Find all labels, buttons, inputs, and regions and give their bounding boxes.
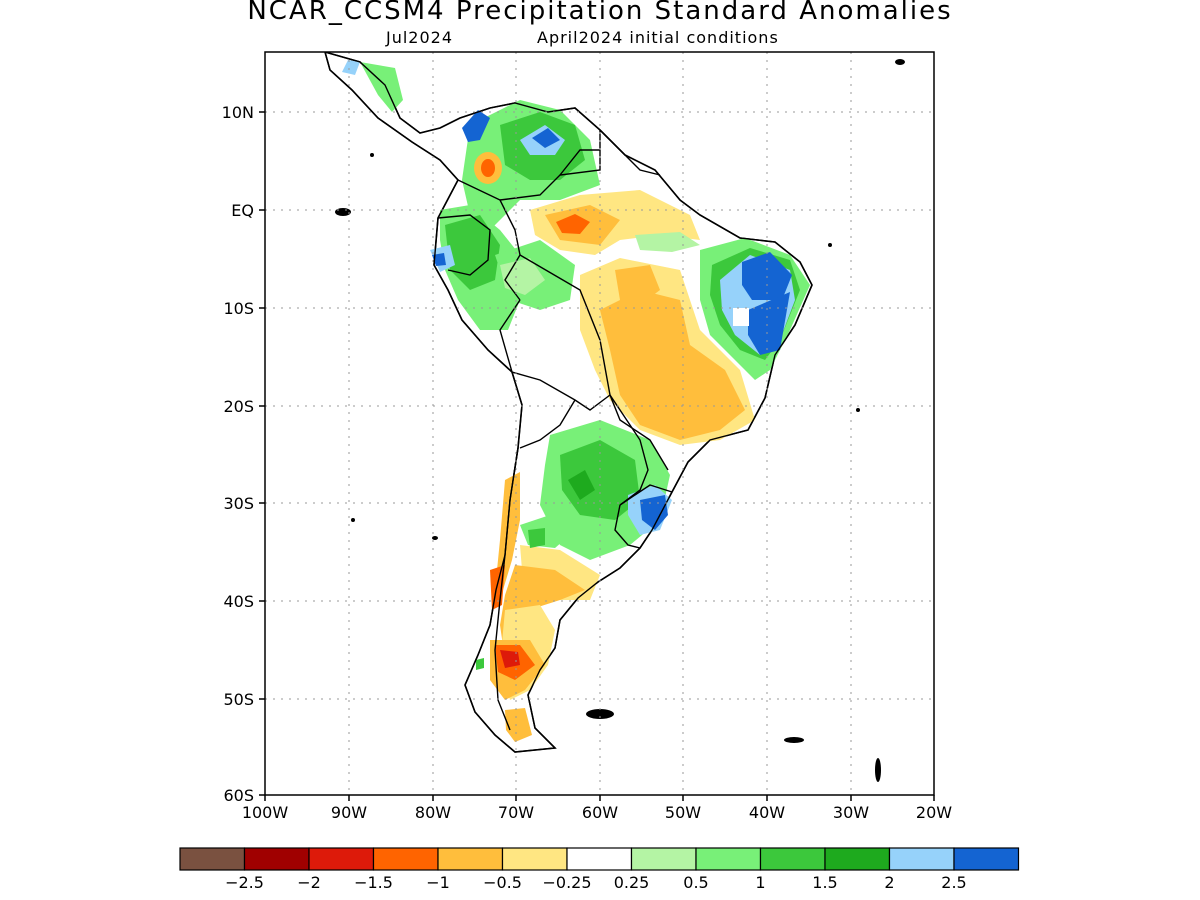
islands: [335, 59, 905, 782]
valid-month-label: Jul2024: [386, 28, 454, 47]
lat-labels: 10N EQ 10S 20S 30S 40S 50S 60S: [222, 103, 254, 805]
colorbar-label: −1.5: [354, 873, 393, 892]
lat-label: 10N: [222, 103, 254, 122]
colorbar-label: 0.25: [614, 873, 650, 892]
colorbar-label: 1: [755, 873, 765, 892]
colorbar-label: 2: [884, 873, 894, 892]
colorbar-label: 2.5: [941, 873, 966, 892]
colorbar-swatch: [243, 847, 310, 871]
colorbar-label: 1.5: [812, 873, 837, 892]
lat-label: EQ: [231, 201, 254, 220]
colorbar-label: 0.5: [683, 873, 708, 892]
colorbar-swatch: [308, 847, 375, 871]
colorbar-labels: −2.5 −2 −1.5 −1 −0.5 −0.25 0.25 0.5 1 1.5 2 2.5: [225, 873, 967, 892]
colorbar: [179, 847, 1020, 871]
colorbar-swatch: [824, 847, 891, 871]
map-title: NCAR_CCSM4 Precipitation Standard Anomal…: [247, 0, 953, 26]
lon-label: 50W: [665, 803, 701, 822]
colorbar-swatch: [179, 847, 246, 871]
colorbar-label: −0.5: [483, 873, 522, 892]
lat-label: 10S: [223, 299, 254, 318]
lon-label: 60W: [582, 803, 618, 822]
colorbar-swatch: [888, 847, 955, 871]
colorbar-swatch: [566, 847, 633, 871]
country-borders: [324, 52, 813, 753]
lon-label: 20W: [916, 803, 952, 822]
lon-label: 80W: [415, 803, 451, 822]
lon-label: 100W: [242, 803, 289, 822]
ticks: [259, 111, 935, 801]
colorbar-swatch: [953, 847, 1020, 871]
lon-label: 90W: [331, 803, 367, 822]
colorbar-swatch: [695, 847, 762, 871]
lon-labels: 100W 90W 80W 70W 60W 50W 40W 30W 20W: [242, 803, 952, 822]
colorbar-swatch: [501, 847, 568, 871]
colorbar-label: −0.25: [542, 873, 591, 892]
colorbar-label: −2: [297, 873, 321, 892]
colorbar-label: −1: [426, 873, 450, 892]
lat-label: 20S: [223, 397, 254, 416]
lat-label: 60S: [223, 786, 254, 805]
colorbar-swatch: [759, 847, 826, 871]
colorbar-swatch: [630, 847, 697, 871]
lon-label: 30W: [833, 803, 869, 822]
colorbar-swatch: [372, 847, 439, 871]
lat-label: 30S: [223, 494, 254, 513]
lon-label: 70W: [498, 803, 534, 822]
colorbar-swatch: [437, 847, 504, 871]
lat-label: 50S: [223, 690, 254, 709]
init-conditions-label: April2024 initial conditions: [537, 28, 779, 47]
lat-label: 40S: [223, 592, 254, 611]
colorbar-label: −2.5: [225, 873, 264, 892]
lon-label: 40W: [749, 803, 785, 822]
